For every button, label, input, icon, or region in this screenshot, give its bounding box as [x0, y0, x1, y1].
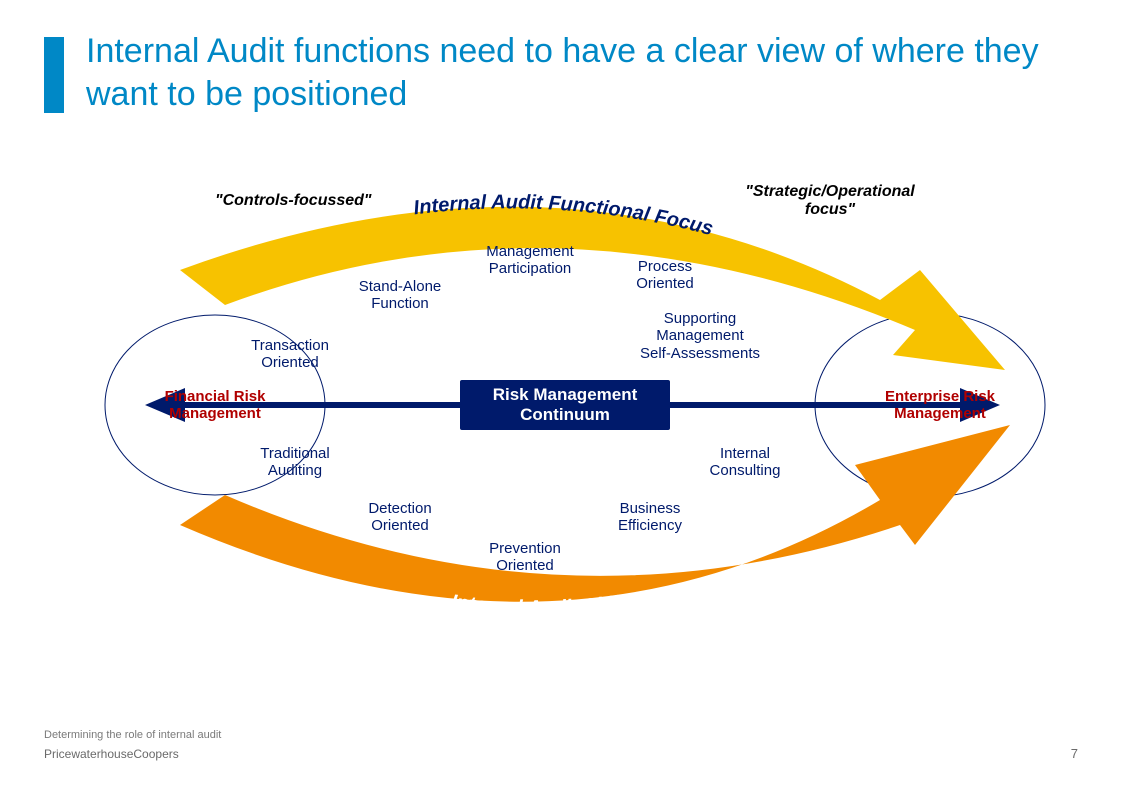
endpoint-left: Financial Risk Management — [145, 388, 285, 423]
bottom-item-0: TraditionalAuditing — [215, 445, 375, 480]
center-box-line2: Continuum — [520, 405, 610, 424]
endpoint-right-line1: Enterprise Risk — [885, 388, 995, 405]
label-strategic-line2: focus" — [805, 201, 855, 218]
label-strategic-operational: "Strategic/Operational focus" — [720, 183, 940, 219]
endpoint-left-line2: Management — [169, 405, 261, 422]
center-box-line1: Risk Management — [493, 385, 638, 404]
bottom-item-1: DetectionOriented — [320, 500, 480, 535]
center-box: Risk Management Continuum — [460, 380, 670, 430]
bottom-item-2: PreventionOriented — [445, 540, 605, 575]
footer-brand: PricewaterhouseCoopers — [44, 747, 179, 761]
top-item-0: TransactionOriented — [210, 337, 370, 372]
slide: Internal Audit functions need to have a … — [0, 0, 1122, 793]
bottom-item-3: BusinessEfficiency — [570, 500, 730, 535]
page-number: 7 — [1071, 746, 1078, 761]
bottom-item-4: InternalConsulting — [665, 445, 825, 480]
label-controls-focussed: "Controls-focussed" — [215, 192, 372, 210]
top-item-3: ProcessOriented — [585, 258, 745, 293]
top-item-4: SupportingManagementSelf-Assessments — [620, 310, 780, 362]
endpoint-right: Enterprise Risk Management — [870, 388, 1010, 423]
endpoint-right-line2: Management — [894, 405, 986, 422]
label-strategic-line1: "Strategic/Operational — [745, 183, 914, 200]
endpoint-left-line1: Financial Risk — [165, 388, 266, 405]
footer-subtitle: Determining the role of internal audit — [44, 729, 221, 741]
top-item-1: Stand-AloneFunction — [320, 278, 480, 313]
